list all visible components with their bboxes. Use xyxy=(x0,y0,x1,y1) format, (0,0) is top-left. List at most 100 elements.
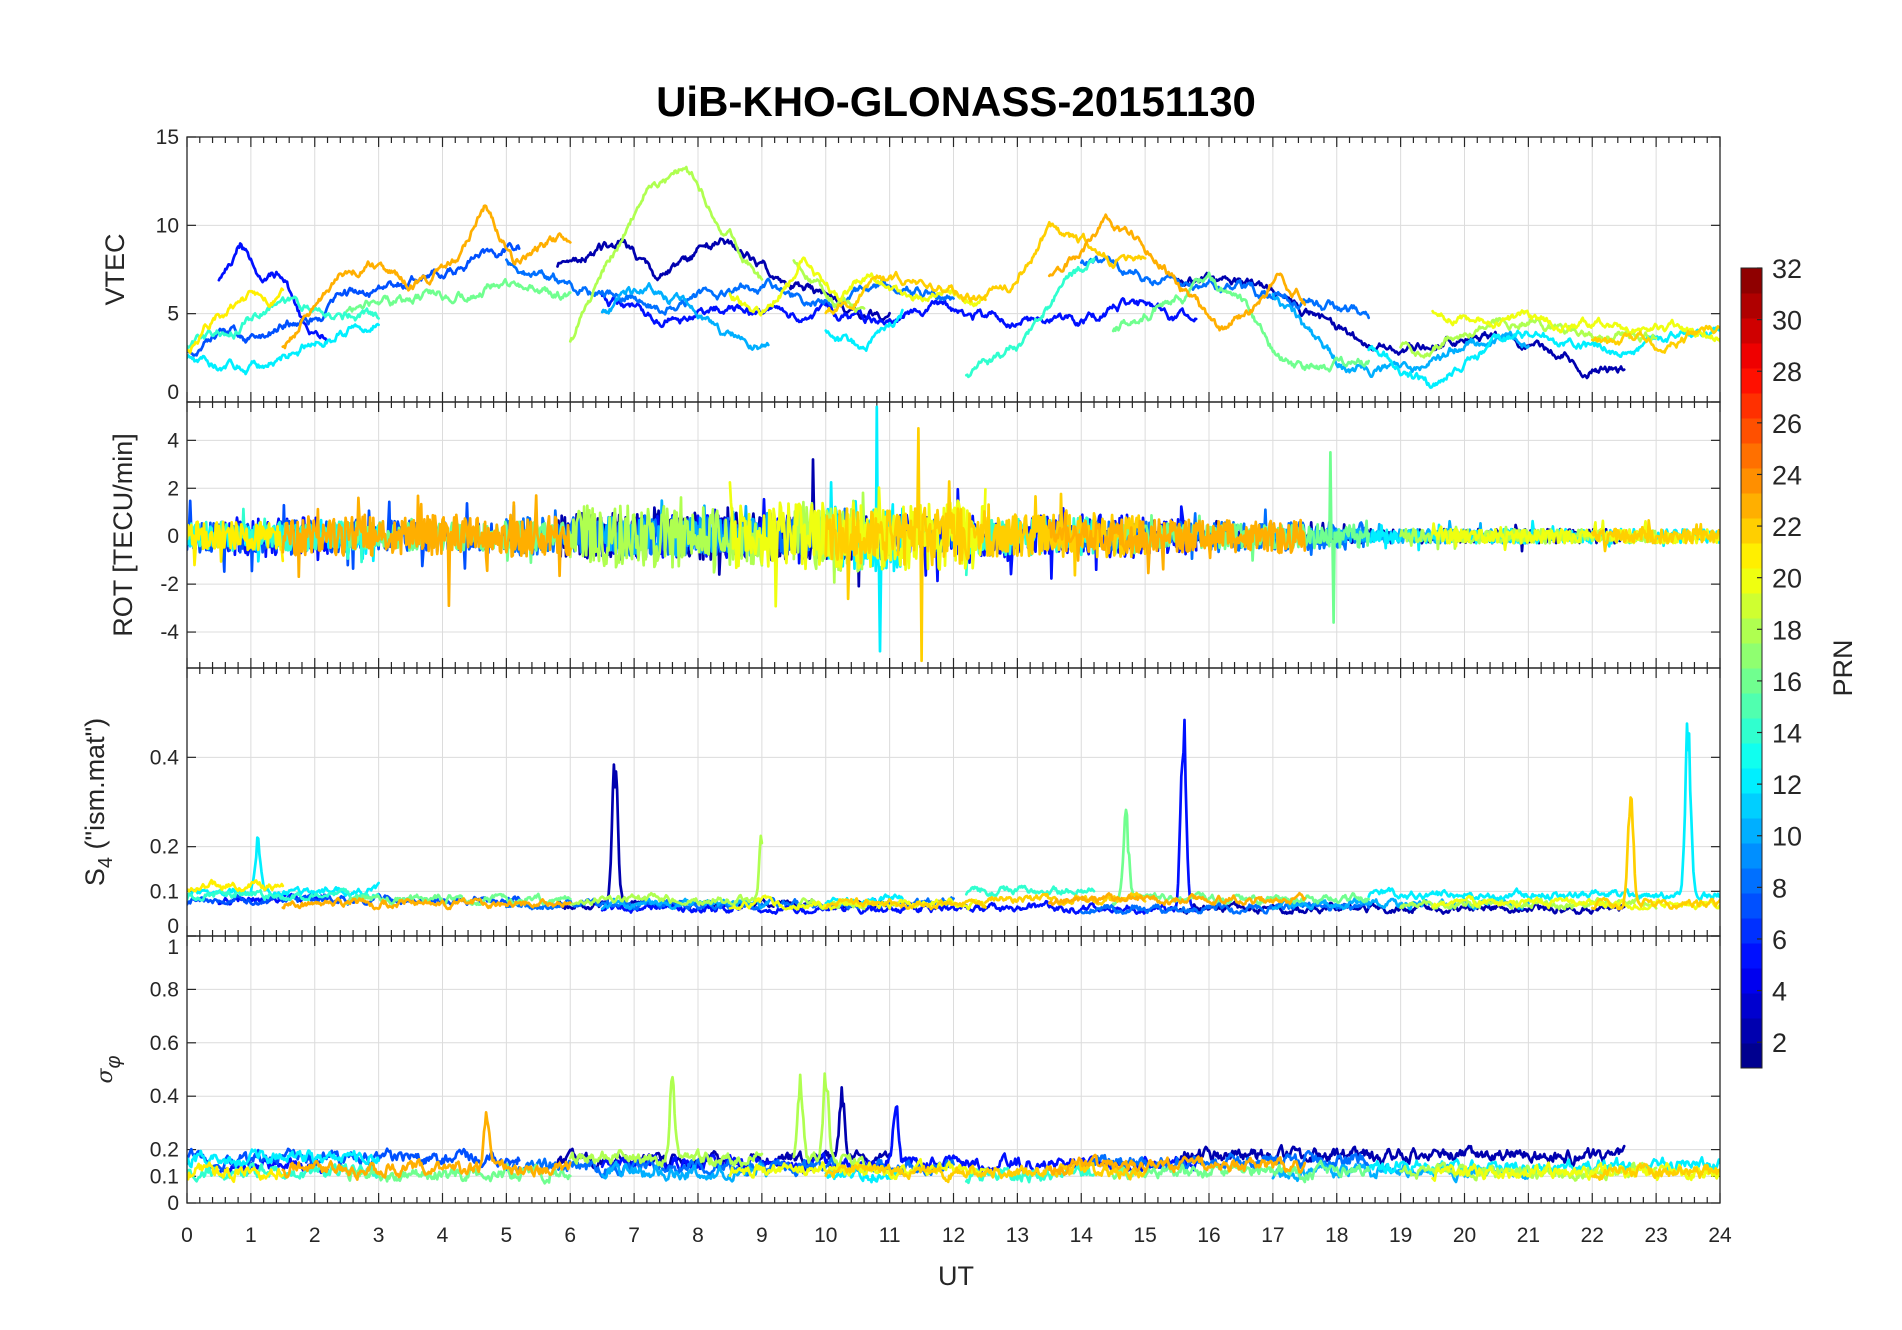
y-axis-label-rot: ROT [TECU/min] xyxy=(108,433,138,637)
series-vtec-prn-22 xyxy=(824,270,987,315)
y-tick-label: 0 xyxy=(167,525,179,548)
series-vtec-prn-18 xyxy=(568,165,764,343)
y-tick-label: 0 xyxy=(167,915,179,938)
x-tick-label: 20 xyxy=(1453,1224,1476,1247)
y-tick-label: 0.1 xyxy=(150,1165,179,1188)
series-vtec-prn-10 xyxy=(1271,292,1530,379)
panel-rot: -4 -2 0 2 4 ROT [TECU/min] xyxy=(108,401,1721,669)
series-rot-prn-23 xyxy=(281,494,572,608)
x-tick-label: 18 xyxy=(1325,1224,1348,1247)
x-tick-label: 3 xyxy=(373,1224,385,1247)
traces-rot xyxy=(187,405,1720,663)
panel-s4: 0 0.1 0.2 0.4 S4 ("ism.mat") xyxy=(80,667,1721,938)
series-s4-prn-18 xyxy=(568,834,764,907)
series-vtec-prn-2 xyxy=(1175,271,1626,380)
x-tick-label: 10 xyxy=(814,1224,837,1247)
series-vtec-prn-21 xyxy=(187,287,285,354)
series-vtec-prn-23 xyxy=(1047,213,1307,332)
colorbar-level-26 xyxy=(1741,418,1762,444)
series-vtec-prn-16 xyxy=(1111,271,1371,373)
series-sigma-prn-23 xyxy=(281,1111,572,1181)
y-tick-label: 2 xyxy=(167,477,179,500)
series-vtec-prn-18 xyxy=(792,259,866,314)
y-tick-label: 0 xyxy=(167,1192,179,1215)
y-label-subscript: φ xyxy=(103,1055,125,1068)
y-tick-label: 0 xyxy=(167,381,179,404)
colorbar-level-28 xyxy=(1741,368,1762,394)
series-rot-prn-22 xyxy=(824,427,987,663)
colorbar-level-5 xyxy=(1741,943,1762,969)
colorbar-level-6 xyxy=(1741,918,1762,944)
series-s4-prn-23 xyxy=(281,896,572,911)
series-s4-prn-21 xyxy=(187,878,285,893)
y-tick-label: -2 xyxy=(160,573,179,596)
y-label-rest: ("ism.mat") xyxy=(80,718,110,857)
x-tick-label: 19 xyxy=(1389,1224,1412,1247)
series-vtec-prn-16 xyxy=(345,277,572,313)
panel-frame xyxy=(186,935,1721,1204)
colorbar-tick-label: 30 xyxy=(1772,306,1802,336)
colorbar-level-8 xyxy=(1741,868,1762,894)
x-tick-label: 14 xyxy=(1070,1224,1094,1247)
series-s4-prn-20 xyxy=(1431,894,1720,911)
colorbar-tick-label: 24 xyxy=(1772,460,1802,490)
series-rot-prn-22 xyxy=(1590,519,1720,553)
series-rot-prn-23 xyxy=(1047,511,1307,575)
colorbar-level-25 xyxy=(1741,443,1762,469)
series-vtec-prn-18 xyxy=(1399,316,1658,359)
series-vtec-prn-22 xyxy=(984,220,1147,298)
x-tick-label: 0 xyxy=(181,1224,193,1247)
colorbar-level-21 xyxy=(1741,543,1762,569)
series-rot-prn-21 xyxy=(187,520,285,567)
colorbar-tick-label: 16 xyxy=(1772,667,1802,697)
y-tick-label: 1 xyxy=(167,936,179,959)
colorbar-level-1 xyxy=(1741,1043,1762,1069)
series-vtec-prn-22 xyxy=(1590,324,1720,354)
series-s4-prn-12 xyxy=(1367,722,1720,902)
series-vtec-prn-14 xyxy=(964,257,1096,379)
colorbar-level-14 xyxy=(1741,718,1762,744)
series-rot-prn-18 xyxy=(568,496,764,574)
colorbar-tick-label: 2 xyxy=(1772,1028,1787,1058)
colorbar-level-18 xyxy=(1741,618,1762,644)
colorbar-level-23 xyxy=(1741,493,1762,519)
y-tick-label: 0.2 xyxy=(150,1139,179,1162)
y-axis-label-vtec: VTEC xyxy=(100,233,130,305)
series-sigma-prn-20 xyxy=(1431,1161,1720,1182)
y-axis-label-sigma: σφ xyxy=(93,1055,125,1083)
y-tick-label: 10 xyxy=(156,214,179,237)
series-sigma-prn-8 xyxy=(505,1156,955,1179)
x-tick-label: 17 xyxy=(1261,1224,1284,1247)
series-sigma-prn-21 xyxy=(187,1161,285,1184)
series-vtec-prn-8 xyxy=(1079,255,1371,320)
colorbar-tick-label: 22 xyxy=(1772,512,1802,542)
colorbar-label: PRN xyxy=(1828,639,1858,696)
series-sigma-prn-18 xyxy=(792,1072,866,1170)
series-s4-prn-14 xyxy=(187,887,380,902)
y-label-main: σ xyxy=(93,1068,118,1084)
colorbar-level-12 xyxy=(1741,768,1762,794)
series-vtec-prn-2 xyxy=(556,237,891,323)
colorbar-level-4 xyxy=(1741,968,1762,994)
series-sigma-prn-20 xyxy=(728,1157,987,1181)
chart-title: UiB-KHO-GLONASS-20151130 xyxy=(656,78,1256,125)
x-tick-label: 21 xyxy=(1517,1224,1540,1247)
y-tick-label: 0.6 xyxy=(150,1032,179,1055)
series-vtec-prn-5 xyxy=(217,242,329,343)
series-sigma-prn-12 xyxy=(187,1148,380,1169)
colorbar-level-11 xyxy=(1741,793,1762,819)
series-sigma-prn-2 xyxy=(1175,1143,1626,1168)
colorbar-tick-label: 26 xyxy=(1772,409,1802,439)
series-vtec-prn-7 xyxy=(187,241,521,357)
x-tick-label: 12 xyxy=(942,1224,965,1247)
series-s4-prn-8 xyxy=(1079,900,1371,915)
y-tick-label: 5 xyxy=(167,303,179,326)
traces-sigma xyxy=(187,1072,1720,1185)
series-vtec-prn-5 xyxy=(600,293,1198,329)
series-s4-prn-22 xyxy=(1590,796,1720,911)
x-tick-label: 13 xyxy=(1006,1224,1029,1247)
traces-s4 xyxy=(187,718,1720,915)
series-vtec-prn-14 xyxy=(187,295,380,350)
